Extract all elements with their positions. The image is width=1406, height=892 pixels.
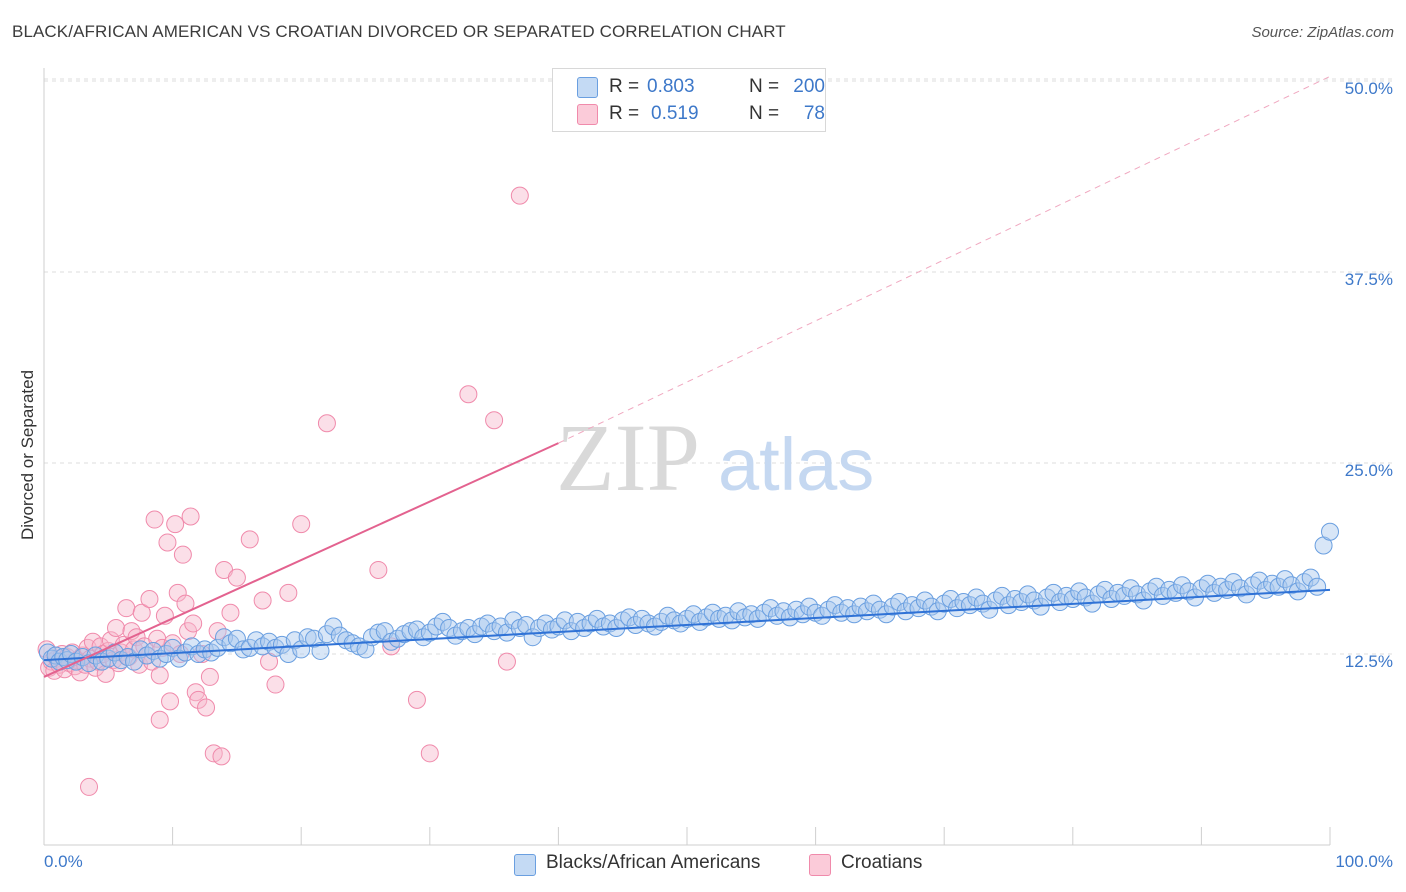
legend-n-value: 78: [803, 103, 825, 124]
croatians-point: [221, 603, 240, 622]
legend-r-value: 0.803: [647, 76, 695, 97]
croatians-point: [292, 515, 311, 534]
watermark-atlas: atlas: [718, 423, 874, 506]
series-swatch-blue: [514, 854, 536, 876]
blacks-point: [671, 614, 690, 633]
series-label-blacks: Blacks/African Americans: [546, 852, 761, 873]
blacks-point: [202, 643, 221, 662]
blacks-point: [465, 625, 484, 644]
blacks-point: [742, 605, 761, 624]
watermark-zip: ZIP: [556, 404, 700, 511]
croatians-point: [150, 666, 169, 685]
axes: [43, 68, 1331, 846]
blacks-point: [1321, 522, 1339, 541]
legend-swatch-blue: [577, 77, 598, 98]
blacks-point: [690, 612, 709, 631]
legend-n-value: 200: [793, 76, 825, 97]
croatians-trend-line: [43, 442, 559, 678]
croatians-point: [80, 777, 99, 796]
y-tick-label: 25.0%: [1344, 461, 1393, 480]
blacks-point: [414, 628, 433, 647]
watermark: ZIP atlas: [556, 404, 874, 511]
croatians-point: [150, 710, 169, 729]
blacks-point: [555, 611, 574, 630]
y-tick-label: 37.5%: [1344, 270, 1393, 289]
chart-source: Source: ZipAtlas.com: [1251, 24, 1394, 41]
croatians-point: [510, 186, 529, 205]
legend-r-value: 0.519: [651, 103, 699, 124]
series-label-croatians: Croatians: [841, 852, 923, 873]
croatians-point: [197, 698, 216, 717]
series-swatch-pink: [809, 854, 831, 876]
croatians-point: [212, 747, 231, 766]
trend-lines: [43, 75, 1331, 678]
y-tick-label: 12.5%: [1344, 652, 1393, 671]
croatians-point: [317, 414, 336, 433]
blacks-trend-line: [43, 588, 1331, 662]
croatians-point: [173, 545, 192, 564]
croatians-point: [407, 690, 426, 709]
legend-n-label: N =: [749, 76, 780, 97]
x-tick-label-min: 0.0%: [44, 852, 83, 871]
croatians-point: [132, 603, 151, 622]
blacks-point: [1269, 577, 1288, 596]
blacks-point: [620, 608, 639, 627]
croatians-point: [200, 667, 219, 686]
croatians-point: [161, 692, 180, 711]
legend-r-label: R =: [609, 103, 640, 124]
croatians-point: [253, 591, 272, 610]
chart-title: BLACK/AFRICAN AMERICAN VS CROATIAN DIVOR…: [12, 22, 786, 41]
croatians-point: [158, 533, 177, 552]
blacks-point: [311, 641, 330, 660]
croatians-point: [166, 515, 185, 534]
y-axis-label: Divorced or Separated: [18, 369, 37, 541]
croatians-point: [140, 589, 159, 608]
legend-n-label: N =: [749, 103, 780, 124]
croatians-point: [184, 614, 203, 633]
blacks-point: [697, 608, 716, 627]
croatians-point: [96, 664, 115, 683]
blacks-point: [1301, 568, 1320, 587]
croatians-point: [420, 744, 439, 763]
croatians-point: [181, 507, 200, 526]
blacks-point: [227, 629, 246, 648]
croatians-point: [369, 560, 388, 579]
croatians-point: [279, 583, 298, 602]
blacks-point: [324, 617, 343, 636]
croatians-point: [497, 652, 516, 671]
correlation-legend: R = 0.803 N = 200 R = 0.519 N = 78: [552, 68, 826, 132]
blacks-point: [427, 617, 446, 636]
croatians-point: [459, 385, 478, 404]
croatians-point: [485, 411, 504, 430]
legend-swatch-pink: [577, 104, 598, 125]
blacks-point: [1308, 577, 1327, 596]
croatians-point: [107, 619, 126, 638]
croatians-point: [227, 568, 246, 587]
blacks-point: [189, 645, 208, 663]
legend-r-label: R =: [609, 76, 640, 97]
blacks-point: [1218, 580, 1237, 599]
croatians-point: [240, 530, 259, 549]
x-tick-label-max: 100.0%: [1335, 852, 1393, 871]
blacks-point: [575, 619, 594, 638]
croatians-point: [117, 599, 136, 618]
croatians-point: [145, 510, 164, 529]
y-tick-label: 50.0%: [1344, 79, 1393, 98]
blacks-point: [317, 625, 336, 644]
croatians-point: [266, 675, 285, 694]
blacks-point: [253, 637, 272, 656]
croatians-point: [189, 690, 208, 709]
